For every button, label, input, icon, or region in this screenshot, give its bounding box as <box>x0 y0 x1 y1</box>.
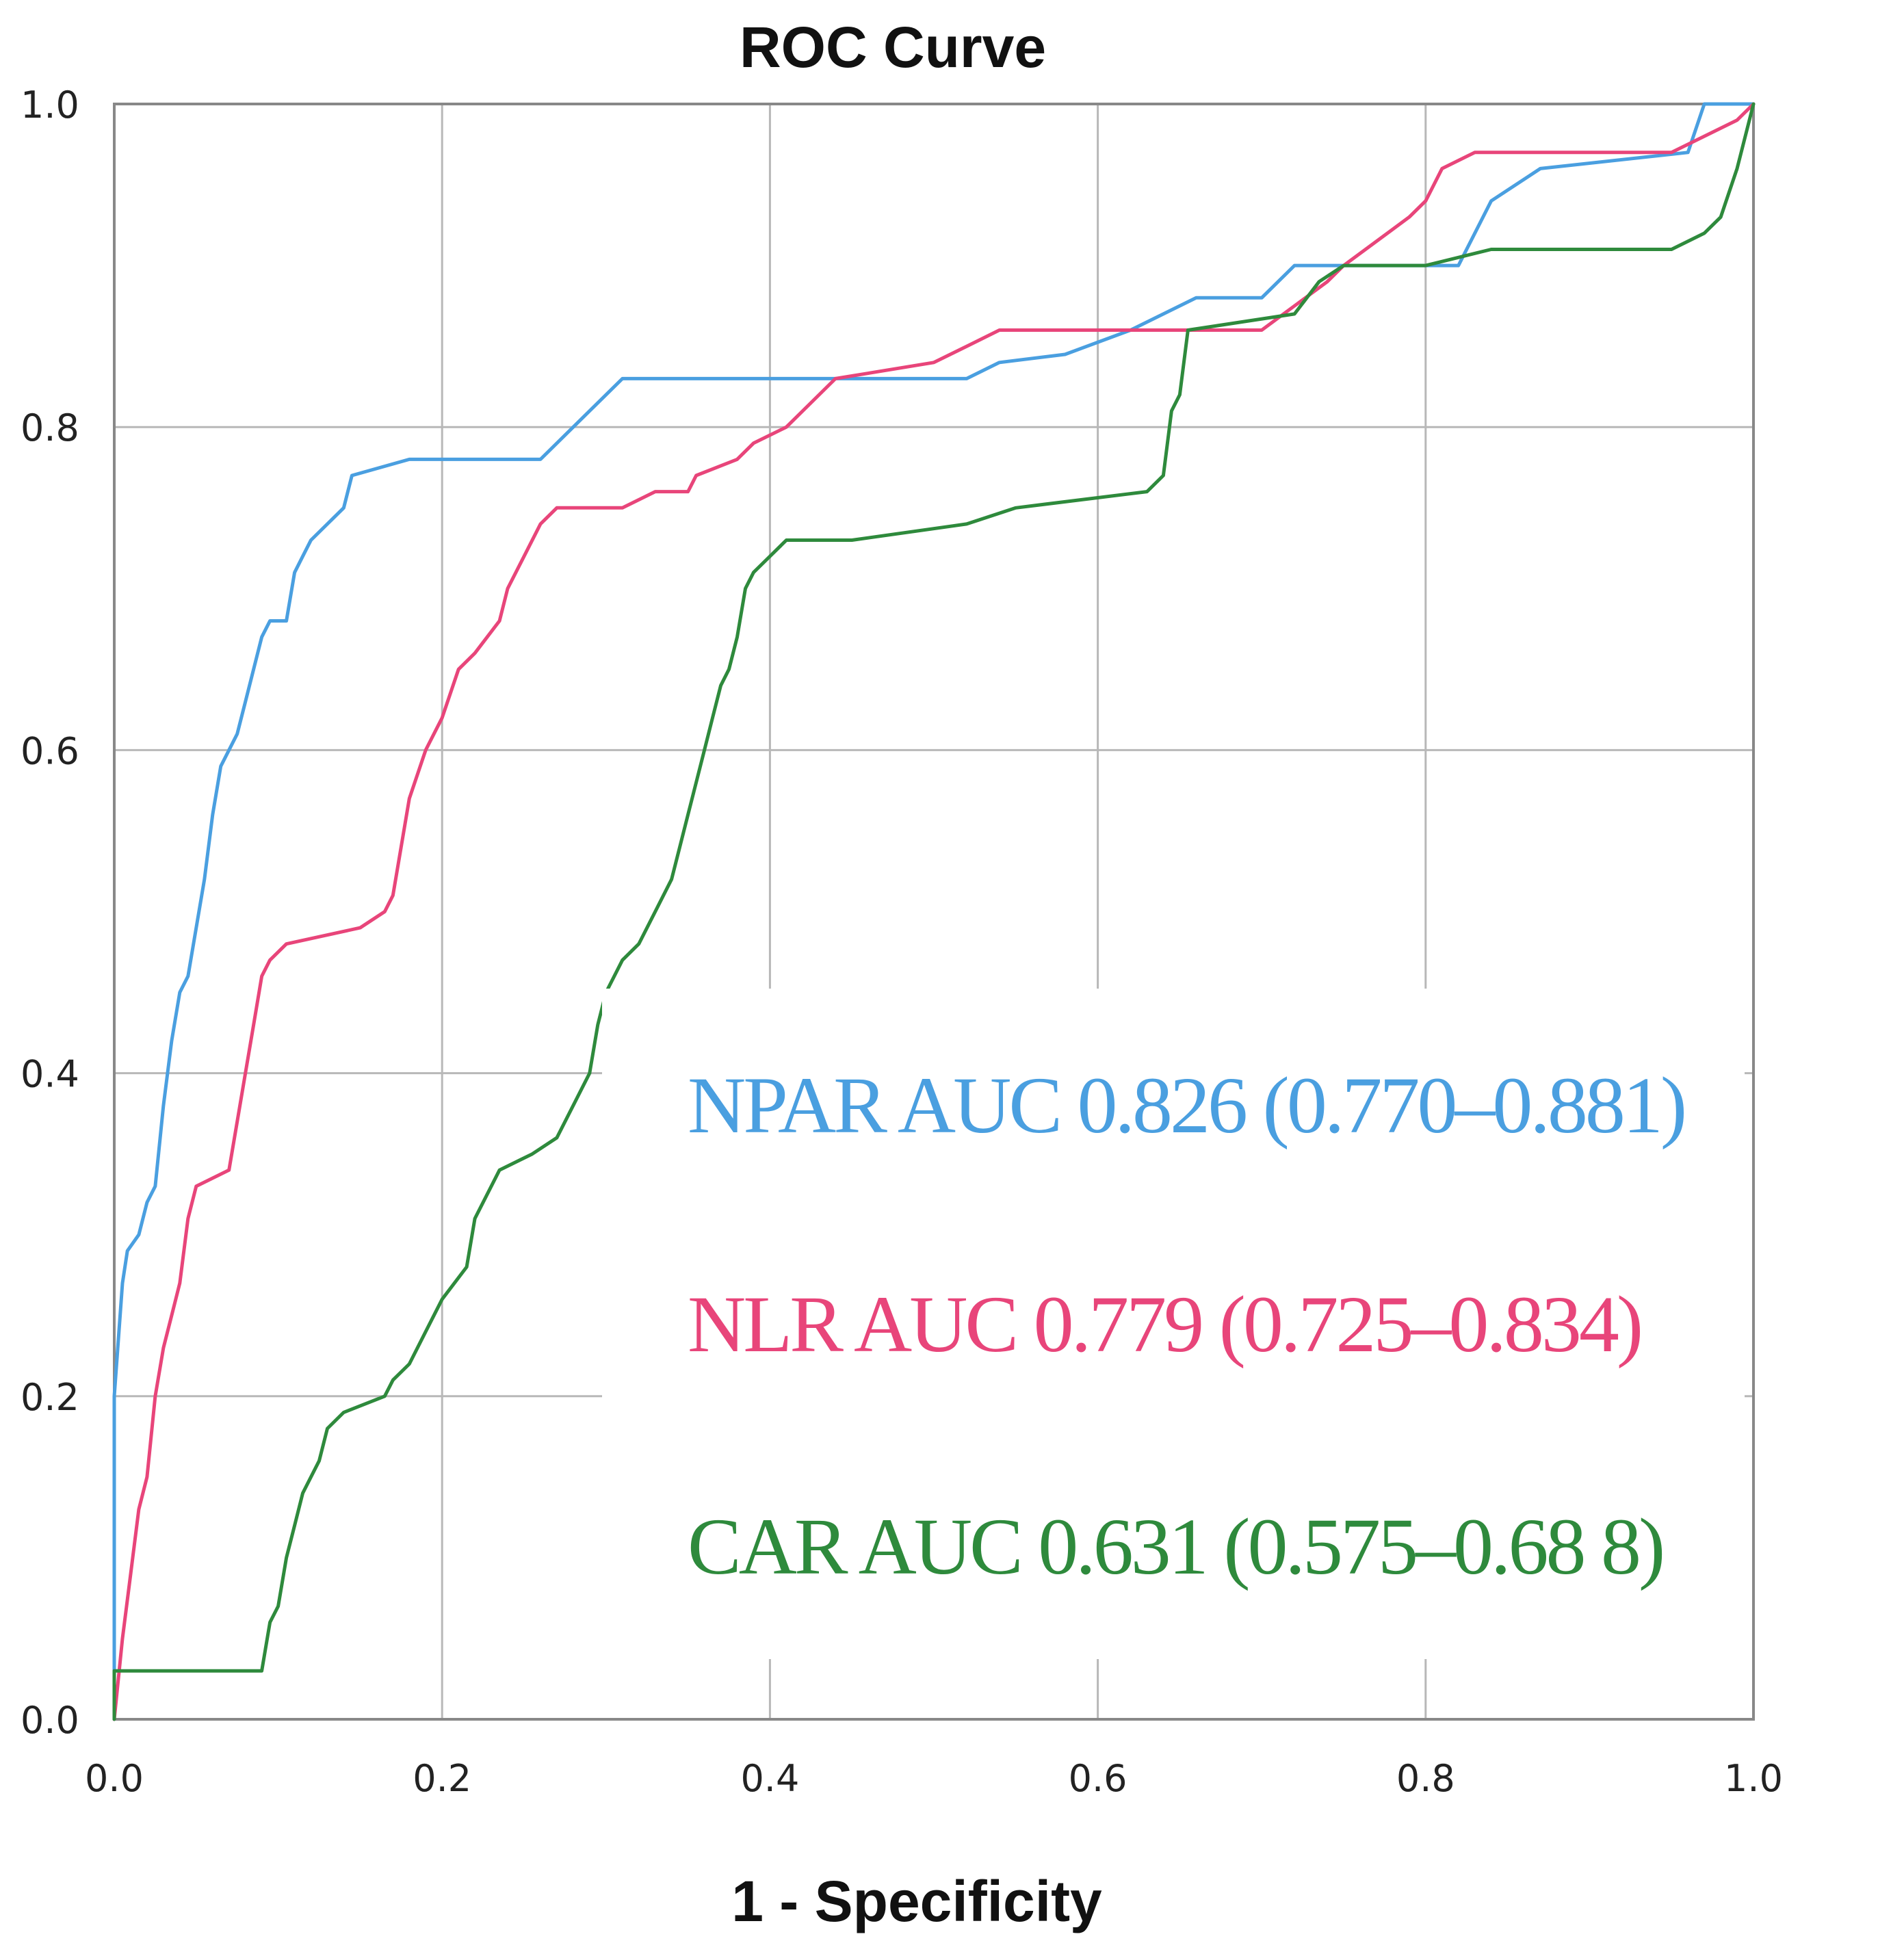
legend-entry-nlr: NLR AUC 0.779 (0.725–0.834) <box>688 1279 1641 1369</box>
y-tick-label: 0.8 <box>21 406 79 449</box>
legend-entry-npar: NPAR AUC 0.826 (0.770–0.881) <box>688 1060 1684 1150</box>
axis-ticks: 0.0 0.2 0.4 0.6 0.8 1.0 0.0 0.2 0.4 0.6 0.8 1.0 <box>21 83 1783 1800</box>
x-axis-label: 1 - Specificity <box>731 1869 1102 1933</box>
legend-panel <box>602 989 1745 1659</box>
roc-curves <box>112 102 1756 1721</box>
x-tick-label: 0.8 <box>1396 1757 1455 1800</box>
roc-curve-npar <box>112 102 1756 1721</box>
x-tick-label: 0.4 <box>740 1757 799 1800</box>
x-tick-label: 0.0 <box>85 1757 144 1800</box>
y-tick-label: 0.2 <box>21 1376 79 1419</box>
plot-border <box>113 103 1755 1721</box>
legend-entry-car: CAR AUC 0.631 (0.575–0.68 8) <box>688 1502 1662 1591</box>
y-tick-label: 0.0 <box>21 1699 79 1742</box>
plot-frame <box>113 103 1755 1721</box>
roc-curve-nlr <box>112 102 1756 1721</box>
legend: NPAR AUC 0.826 (0.770–0.881) NLR AUC 0.77… <box>602 989 1745 1659</box>
roc-curve-car <box>112 102 1756 1721</box>
chart-title: ROC Curve <box>740 15 1046 79</box>
x-tick-label: 0.2 <box>413 1757 471 1800</box>
x-tick-label: 1.0 <box>1724 1757 1783 1800</box>
y-tick-label: 0.6 <box>21 729 79 772</box>
x-tick-label: 0.6 <box>1069 1757 1127 1800</box>
y-tick-label: 1.0 <box>21 83 79 127</box>
y-tick-label: 0.4 <box>21 1053 79 1096</box>
